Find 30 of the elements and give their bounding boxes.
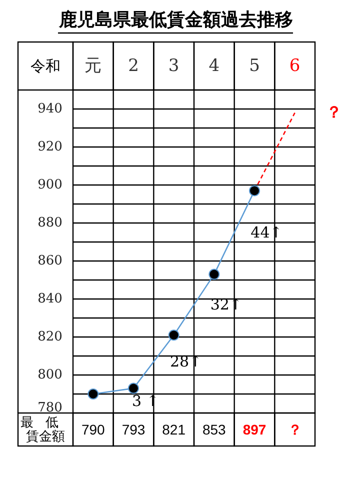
- data-label: 793: [122, 422, 146, 438]
- x-axis-title: 令和: [30, 57, 60, 75]
- data-label: 853: [202, 422, 226, 438]
- data-label: 821: [162, 422, 186, 438]
- x-tick-label: 元: [84, 56, 102, 76]
- x-tick-label: 3: [168, 56, 180, 76]
- point: [208, 268, 220, 280]
- y-tick-label: 860: [38, 254, 62, 268]
- y-tick-label: 900: [38, 178, 62, 192]
- chart-title: 鹿児島県最低賃金額過去推移: [58, 10, 293, 30]
- data-label: 790: [81, 422, 106, 438]
- point: [128, 382, 139, 394]
- x-tick-label: 6: [289, 56, 300, 76]
- y-tick-label: 840: [38, 292, 62, 306]
- point: [168, 330, 180, 341]
- x-tick-label: 2: [128, 56, 139, 76]
- y-tick-label: 940: [38, 102, 62, 116]
- y-tick-label: 800: [38, 368, 62, 382]
- x-tick-label: 4: [208, 56, 220, 76]
- y-tick-label: 820: [38, 330, 62, 344]
- x-tick-label: 5: [249, 56, 260, 76]
- point: [88, 388, 99, 400]
- point: [249, 185, 260, 196]
- y-tick-label: 880: [38, 216, 62, 230]
- text: ？: [288, 422, 302, 438]
- text: 最低賃金額: [20, 416, 70, 444]
- data-label: 897: [242, 422, 266, 438]
- text: ？: [326, 102, 342, 122]
- y-tick-label: 780: [38, 400, 62, 416]
- y-tick-label: 920: [38, 140, 62, 154]
